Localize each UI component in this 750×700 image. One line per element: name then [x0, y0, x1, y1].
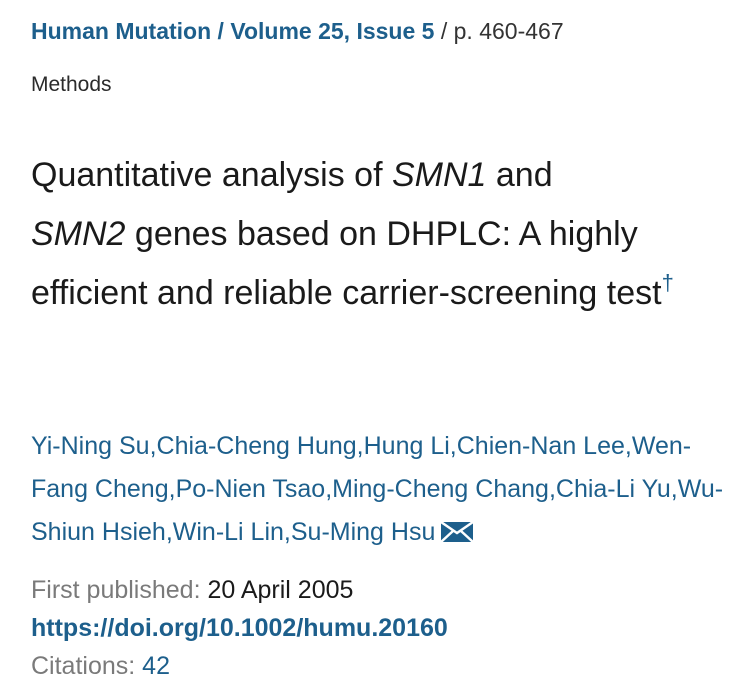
breadcrumb: Human Mutation / Volume 25, Issue 5 / p.… — [31, 16, 564, 46]
author-link[interactable]: Hung Li — [363, 432, 450, 460]
author-link[interactable]: Yi-Ning Su — [31, 432, 150, 460]
author-separator: , — [624, 432, 632, 460]
article-type-label: Methods — [31, 73, 112, 96]
author-separator: , — [325, 475, 333, 503]
journal-link[interactable]: Human Mutation — [31, 18, 212, 44]
title-text-part2: and — [486, 156, 553, 194]
citations-label: Citations: — [31, 652, 143, 680]
envelope-icon[interactable] — [440, 514, 475, 543]
author-separator: , — [548, 475, 556, 503]
page-range: p. 460-467 — [453, 18, 564, 44]
breadcrumb-trailing-separator: / — [434, 18, 454, 44]
volume-issue-link[interactable]: Volume 25, Issue 5 — [230, 18, 435, 44]
author-separator: , — [356, 432, 364, 460]
first-published-row: First published: 20 April 2005 — [31, 571, 448, 609]
author-separator: , — [165, 518, 173, 546]
author-link[interactable]: Chia-Cheng Hung — [156, 432, 357, 460]
author-separator: , — [149, 432, 157, 460]
author-link[interactable]: Wen-Fang Cheng — [31, 432, 692, 503]
author-link[interactable]: Ming-Cheng Chang — [332, 475, 549, 503]
article-title: Quantitative analysis of SMN1 and SMN2 g… — [31, 146, 721, 323]
author-link[interactable]: Win-Li Lin — [172, 518, 284, 546]
author-list: Yi-Ning Su,Chia-Cheng Hung,Hung Li,Chien… — [31, 425, 731, 554]
first-published-date: 20 April 2005 — [207, 576, 354, 604]
author-separator: , — [283, 518, 291, 546]
author-separator: , — [449, 432, 457, 460]
title-gene-smn1: SMN1 — [391, 156, 487, 194]
author-separator: , — [168, 475, 176, 503]
title-footnote-mark[interactable]: † — [661, 270, 674, 295]
publication-info: First published: 20 April 2005 https://d… — [31, 571, 448, 685]
author-link[interactable]: Su-Ming Hsu — [290, 518, 436, 546]
title-gene-smn2: SMN2 — [31, 215, 126, 253]
doi-row: https://doi.org/10.1002/humu.20160 — [31, 609, 448, 647]
author-link[interactable]: Wu-Shiun Hsieh — [31, 475, 724, 546]
author-link[interactable]: Chia-Li Yu — [555, 475, 671, 503]
citations-row: Citations: 42 — [31, 647, 448, 685]
first-published-label: First published: — [31, 576, 208, 604]
author-separator: , — [670, 475, 678, 503]
author-link[interactable]: Po-Nien Tsao — [175, 475, 326, 503]
author-link[interactable]: Chien-Nan Lee — [456, 432, 625, 460]
title-text-part3: genes based on DHPLC: A highly efficient… — [31, 215, 662, 312]
breadcrumb-separator: / — [211, 18, 231, 44]
doi-link[interactable]: https://doi.org/10.1002/humu.20160 — [31, 614, 448, 642]
citations-count[interactable]: 42 — [142, 652, 170, 680]
title-text-part1: Quantitative analysis of — [31, 156, 392, 194]
